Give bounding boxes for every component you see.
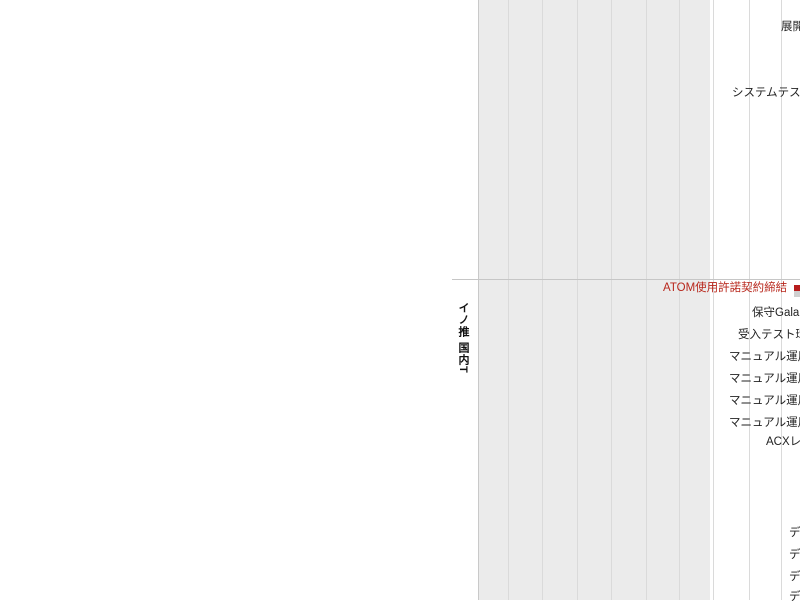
day-gridline (577, 0, 578, 600)
task-label[interactable]: ACXレ (766, 436, 800, 448)
day-gridline (611, 0, 612, 600)
task-label[interactable]: マニュアル運用 (729, 417, 800, 429)
day-gridline (508, 0, 509, 600)
day-gridline (781, 0, 782, 600)
milestone-shadow (794, 291, 800, 297)
day-gridline (646, 0, 647, 600)
task-label[interactable]: 展開 (781, 21, 800, 33)
task-label[interactable]: マニュアル運用 (729, 395, 800, 407)
gantt-timeline[interactable] (479, 0, 800, 600)
group-divider (452, 279, 800, 280)
task-label[interactable]: デ (789, 591, 800, 603)
day-gridline (542, 0, 543, 600)
day-gridline (749, 0, 750, 600)
weekend-shading (479, 0, 710, 600)
milestone-label[interactable]: ATOM使用許諾契約締結 (663, 282, 788, 294)
task-label[interactable]: デ (789, 549, 800, 561)
chart-left-border (478, 0, 479, 600)
task-label[interactable]: デ (789, 571, 800, 583)
task-label[interactable]: システムテス (732, 87, 800, 99)
task-label[interactable]: デ (789, 527, 800, 539)
milestone-marker[interactable] (794, 285, 800, 291)
day-gridline (713, 0, 714, 600)
task-label[interactable]: 保守Galan (752, 307, 800, 319)
task-label[interactable]: マニュアル運用 (729, 351, 800, 363)
task-label[interactable]: マニュアル運用 (729, 373, 800, 385)
group-label: イノ推 国内T (457, 302, 469, 374)
day-gridline (679, 0, 680, 600)
task-label[interactable]: 受入テスト環 (738, 329, 800, 341)
